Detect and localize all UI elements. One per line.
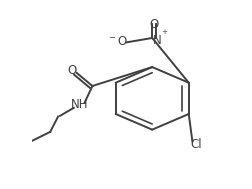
Text: N: N xyxy=(152,34,161,47)
Text: NH: NH xyxy=(71,98,88,111)
Text: $^-$O: $^-$O xyxy=(107,35,128,48)
Text: $^+$: $^+$ xyxy=(159,29,168,39)
Text: O: O xyxy=(149,18,158,31)
Text: O: O xyxy=(68,64,77,77)
Text: Cl: Cl xyxy=(190,138,201,151)
